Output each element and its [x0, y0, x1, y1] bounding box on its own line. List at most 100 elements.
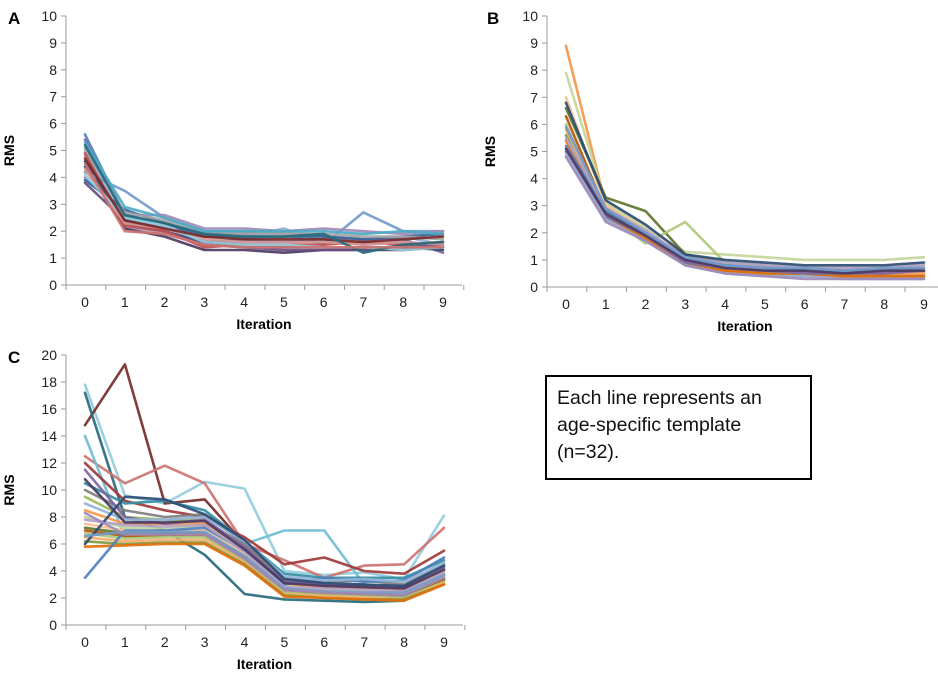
y-tick-label: 18	[41, 374, 57, 390]
x-tick-label: 3	[681, 296, 689, 312]
x-tick-label: 0	[81, 294, 89, 310]
series-line-17	[564, 155, 926, 281]
y-tick-label: 10	[41, 8, 57, 24]
series-line-13	[83, 141, 445, 236]
panel-letter-c: C	[8, 348, 20, 367]
y-tick-label: 7	[49, 89, 57, 105]
x-tick-label: 4	[240, 294, 248, 310]
legend-note-box: Each line represents an age-specific tem…	[545, 375, 812, 480]
y-tick-label: 8	[530, 62, 538, 78]
x-tick-label: 2	[161, 634, 169, 650]
note-line-1: Each line represents an	[557, 387, 762, 409]
x-tick-label: 7	[841, 296, 849, 312]
x-tick-label: 6	[801, 296, 809, 312]
series-line-18	[83, 542, 446, 603]
y-tick-label: 3	[49, 196, 57, 212]
y-tick-label: 0	[530, 279, 538, 295]
series-line-23	[83, 495, 446, 588]
series-line-18	[83, 162, 445, 249]
x-tick-label: 5	[280, 294, 288, 310]
y-tick-label: 6	[49, 536, 57, 552]
y-axis-title: RMS	[1, 474, 17, 505]
series-line-25	[83, 530, 446, 594]
x-tick-label: 1	[602, 296, 610, 312]
y-tick-label: 4	[530, 171, 538, 187]
y-tick-label: 9	[49, 35, 57, 51]
y-tick-label: 2	[49, 590, 57, 606]
chart-panel-b: 0 1 2 3 4 5 6 7 8 9 10 0 1 2 3 4 5 6 7 8 9 Iteration RMS	[482, 8, 938, 334]
series-line-4	[564, 106, 926, 275]
x-tick-label: 0	[81, 634, 89, 650]
x-tick-label: 2	[642, 296, 650, 312]
series-line-1	[564, 44, 926, 273]
x-tick-label: 8	[880, 296, 888, 312]
y-tick-label: 8	[49, 62, 57, 78]
x-axis-title: Iteration	[717, 318, 772, 334]
y-tick-label: 10	[41, 482, 57, 498]
x-tick-label: 6	[320, 294, 328, 310]
y-tick-label: 8	[49, 509, 57, 525]
series-line-15	[564, 147, 926, 275]
x-tick-label: 7	[360, 294, 368, 310]
y-tick-label: 5	[530, 144, 538, 160]
series-line-22	[83, 518, 446, 593]
x-tick-label: 9	[440, 634, 448, 650]
series-line-7	[83, 170, 445, 246]
y-tick-label: 5	[49, 143, 57, 159]
x-tick-label: 8	[399, 294, 407, 310]
x-tick-label: 4	[241, 634, 249, 650]
y-tick-label: 1	[49, 250, 57, 266]
note-line-3: (n=32).	[557, 441, 620, 463]
series-line-6	[564, 123, 926, 270]
x-axis-title: Iteration	[236, 316, 291, 332]
y-tick-label: 0	[49, 617, 57, 633]
y-axis-title: RMS	[1, 135, 17, 166]
x-axis-title: Iteration	[237, 656, 292, 672]
series-line-14	[83, 168, 445, 246]
y-tick-label: 6	[49, 116, 57, 132]
x-tick-label: 9	[439, 294, 447, 310]
x-tick-label: 7	[360, 634, 368, 650]
x-tick-label: 3	[201, 634, 209, 650]
x-tick-label: 3	[200, 294, 208, 310]
y-axis-title: RMS	[482, 136, 498, 167]
y-tick-label: 10	[522, 8, 538, 24]
y-tick-label: 4	[49, 563, 57, 579]
x-tick-label: 5	[281, 634, 289, 650]
y-tick-label: 7	[530, 89, 538, 105]
panel-letter-b: B	[487, 9, 499, 28]
series-line-14	[564, 101, 926, 267]
x-tick-label: 1	[121, 294, 129, 310]
series-line-16	[564, 125, 926, 273]
series-line-26	[83, 511, 446, 597]
x-tick-label: 0	[562, 296, 570, 312]
chart-panel-a: 0 1 2 3 4 5 6 7 8 9 10 0 1 2 3 4 5 6 7 8 9 Iteration RMS	[1, 8, 465, 332]
series-line-3	[564, 96, 926, 270]
series-line-1	[83, 383, 446, 581]
y-tick-label: 12	[41, 455, 57, 471]
note-line-2: age-specific template	[557, 414, 742, 436]
x-tick-label: 6	[320, 634, 328, 650]
y-tick-label: 9	[530, 35, 538, 51]
series-line-11	[83, 146, 445, 241]
y-tick-label: 20	[41, 347, 57, 363]
series-line-24	[83, 477, 446, 590]
y-tick-label: 0	[49, 277, 57, 293]
y-tick-label: 2	[49, 223, 57, 239]
series-line-17	[83, 143, 445, 254]
x-tick-label: 4	[721, 296, 729, 312]
y-tick-label: 14	[41, 428, 57, 444]
series-line-2	[564, 71, 926, 262]
series-line-5	[564, 115, 926, 275]
x-tick-label: 1	[121, 634, 129, 650]
panel-letter-a: A	[8, 9, 20, 28]
y-tick-label: 1	[530, 252, 538, 268]
x-tick-label: 2	[161, 294, 169, 310]
series-line-6	[83, 461, 446, 576]
x-tick-label: 9	[920, 296, 928, 312]
y-tick-label: 4	[49, 169, 57, 185]
y-tick-label: 6	[530, 116, 538, 132]
y-tick-label: 2	[530, 225, 538, 241]
